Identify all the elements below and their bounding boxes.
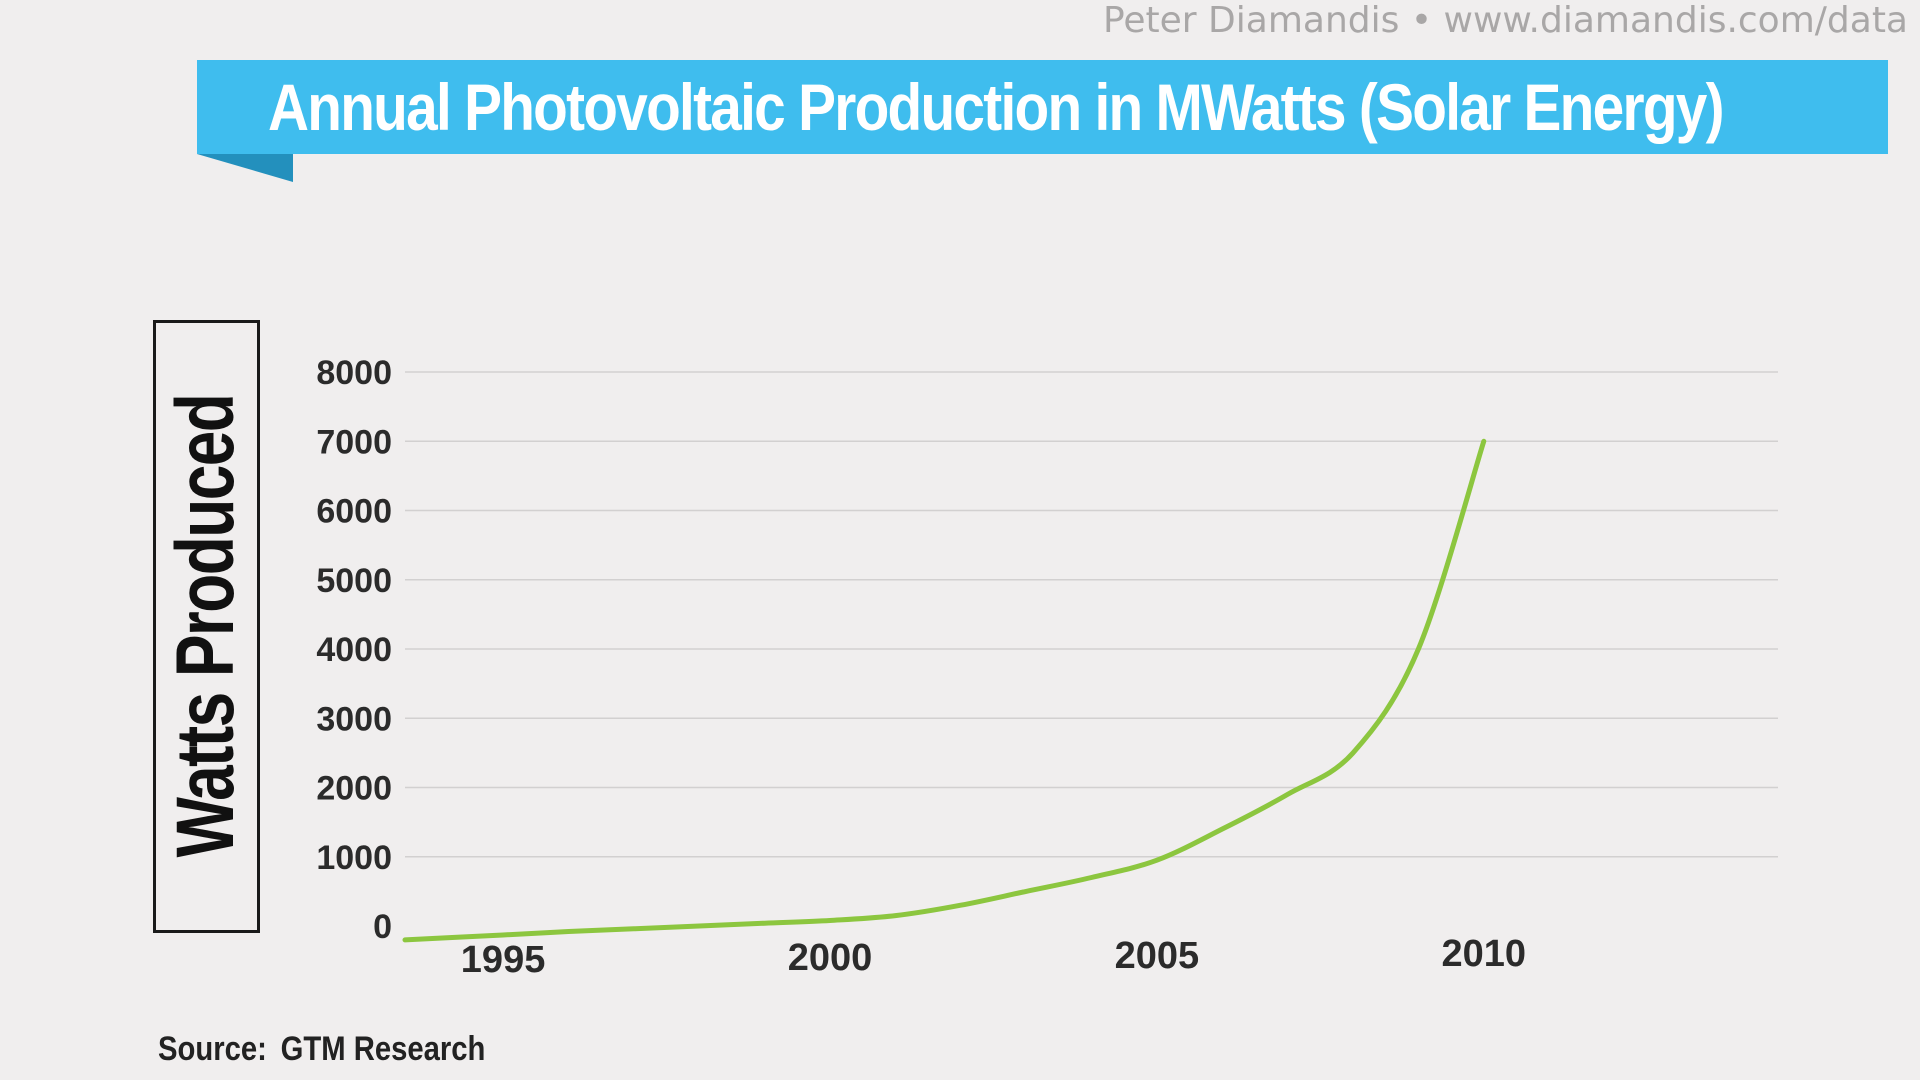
y-tick-label: 3000 [316,700,392,738]
x-tick-label: 2010 [1442,933,1527,975]
x-tick-label: 1995 [461,939,546,981]
credit-text: Peter Diamandis • www.diamandis.com/data [1102,0,1908,41]
banner-fold [197,154,293,182]
source-note: Source: GTM Research [158,1030,485,1069]
gridlines [405,371,1778,858]
y-tick-label: 6000 [316,493,392,531]
series-line [402,438,1487,943]
y-tick-label: 0 [373,908,392,946]
y-tick-label: 7000 [316,423,392,461]
chart-title: Annual Photovoltaic Production in MWatts… [268,70,1725,144]
y-tick-labels: 0 1000 2000 3000 4000 5000 6000 7000 8000 [316,354,392,946]
y-tick-label: 1000 [316,839,392,877]
y-axis-label-box [153,320,260,933]
x-tick-labels: 1995 2000 2005 2010 [461,933,1526,981]
source-value: GTM Research [280,1030,486,1068]
source-label: Source: [158,1030,267,1068]
series-lines [402,438,1487,943]
y-tick-label: 8000 [316,354,392,392]
x-tick-label: 2000 [788,937,873,979]
title-banner [197,60,1888,154]
x-tick-label: 2005 [1115,935,1200,977]
y-tick-label: 4000 [316,631,392,669]
y-tick-label: 2000 [316,770,392,808]
y-tick-label: 5000 [316,562,392,600]
